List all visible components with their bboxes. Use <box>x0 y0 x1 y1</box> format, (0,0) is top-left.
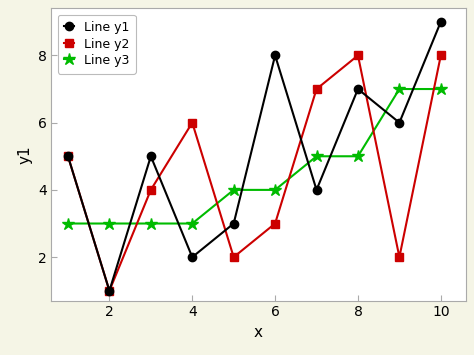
Line y2 <box>190 120 195 125</box>
Line y2 <box>438 53 444 58</box>
Line y2 <box>231 255 237 259</box>
Legend: Line y1, Line y2, Line y3: Line y1, Line y2, Line y3 <box>58 15 136 73</box>
Line y1 <box>438 20 444 24</box>
Line y1 <box>231 222 237 226</box>
Line y2 <box>272 222 278 226</box>
Line: Line y1: Line y1 <box>64 18 445 295</box>
Line y1 <box>190 255 195 259</box>
Line y3 <box>314 154 319 158</box>
Line y3 <box>231 188 237 192</box>
Line y2 <box>314 87 319 91</box>
Line y2 <box>355 53 361 58</box>
Line y1 <box>272 53 278 58</box>
Line y3 <box>190 222 195 226</box>
Line y2 <box>397 255 402 259</box>
Line y3 <box>438 87 444 91</box>
Line y1 <box>314 188 319 192</box>
Line y3 <box>148 222 154 226</box>
Line y1 <box>65 154 71 158</box>
Line y3 <box>65 222 71 226</box>
X-axis label: x: x <box>254 324 263 340</box>
Line: Line y3: Line y3 <box>62 83 447 230</box>
Line y3 <box>272 188 278 192</box>
Line y1 <box>355 87 361 91</box>
Line y1 <box>148 154 154 158</box>
Line y3 <box>107 222 112 226</box>
Line y2 <box>107 289 112 293</box>
Y-axis label: y1: y1 <box>18 145 33 164</box>
Line y2 <box>148 188 154 192</box>
Line: Line y2: Line y2 <box>64 51 445 295</box>
Line y2 <box>65 154 71 158</box>
Line y3 <box>355 154 361 158</box>
Line y3 <box>397 87 402 91</box>
Line y1 <box>397 120 402 125</box>
Line y1 <box>107 289 112 293</box>
